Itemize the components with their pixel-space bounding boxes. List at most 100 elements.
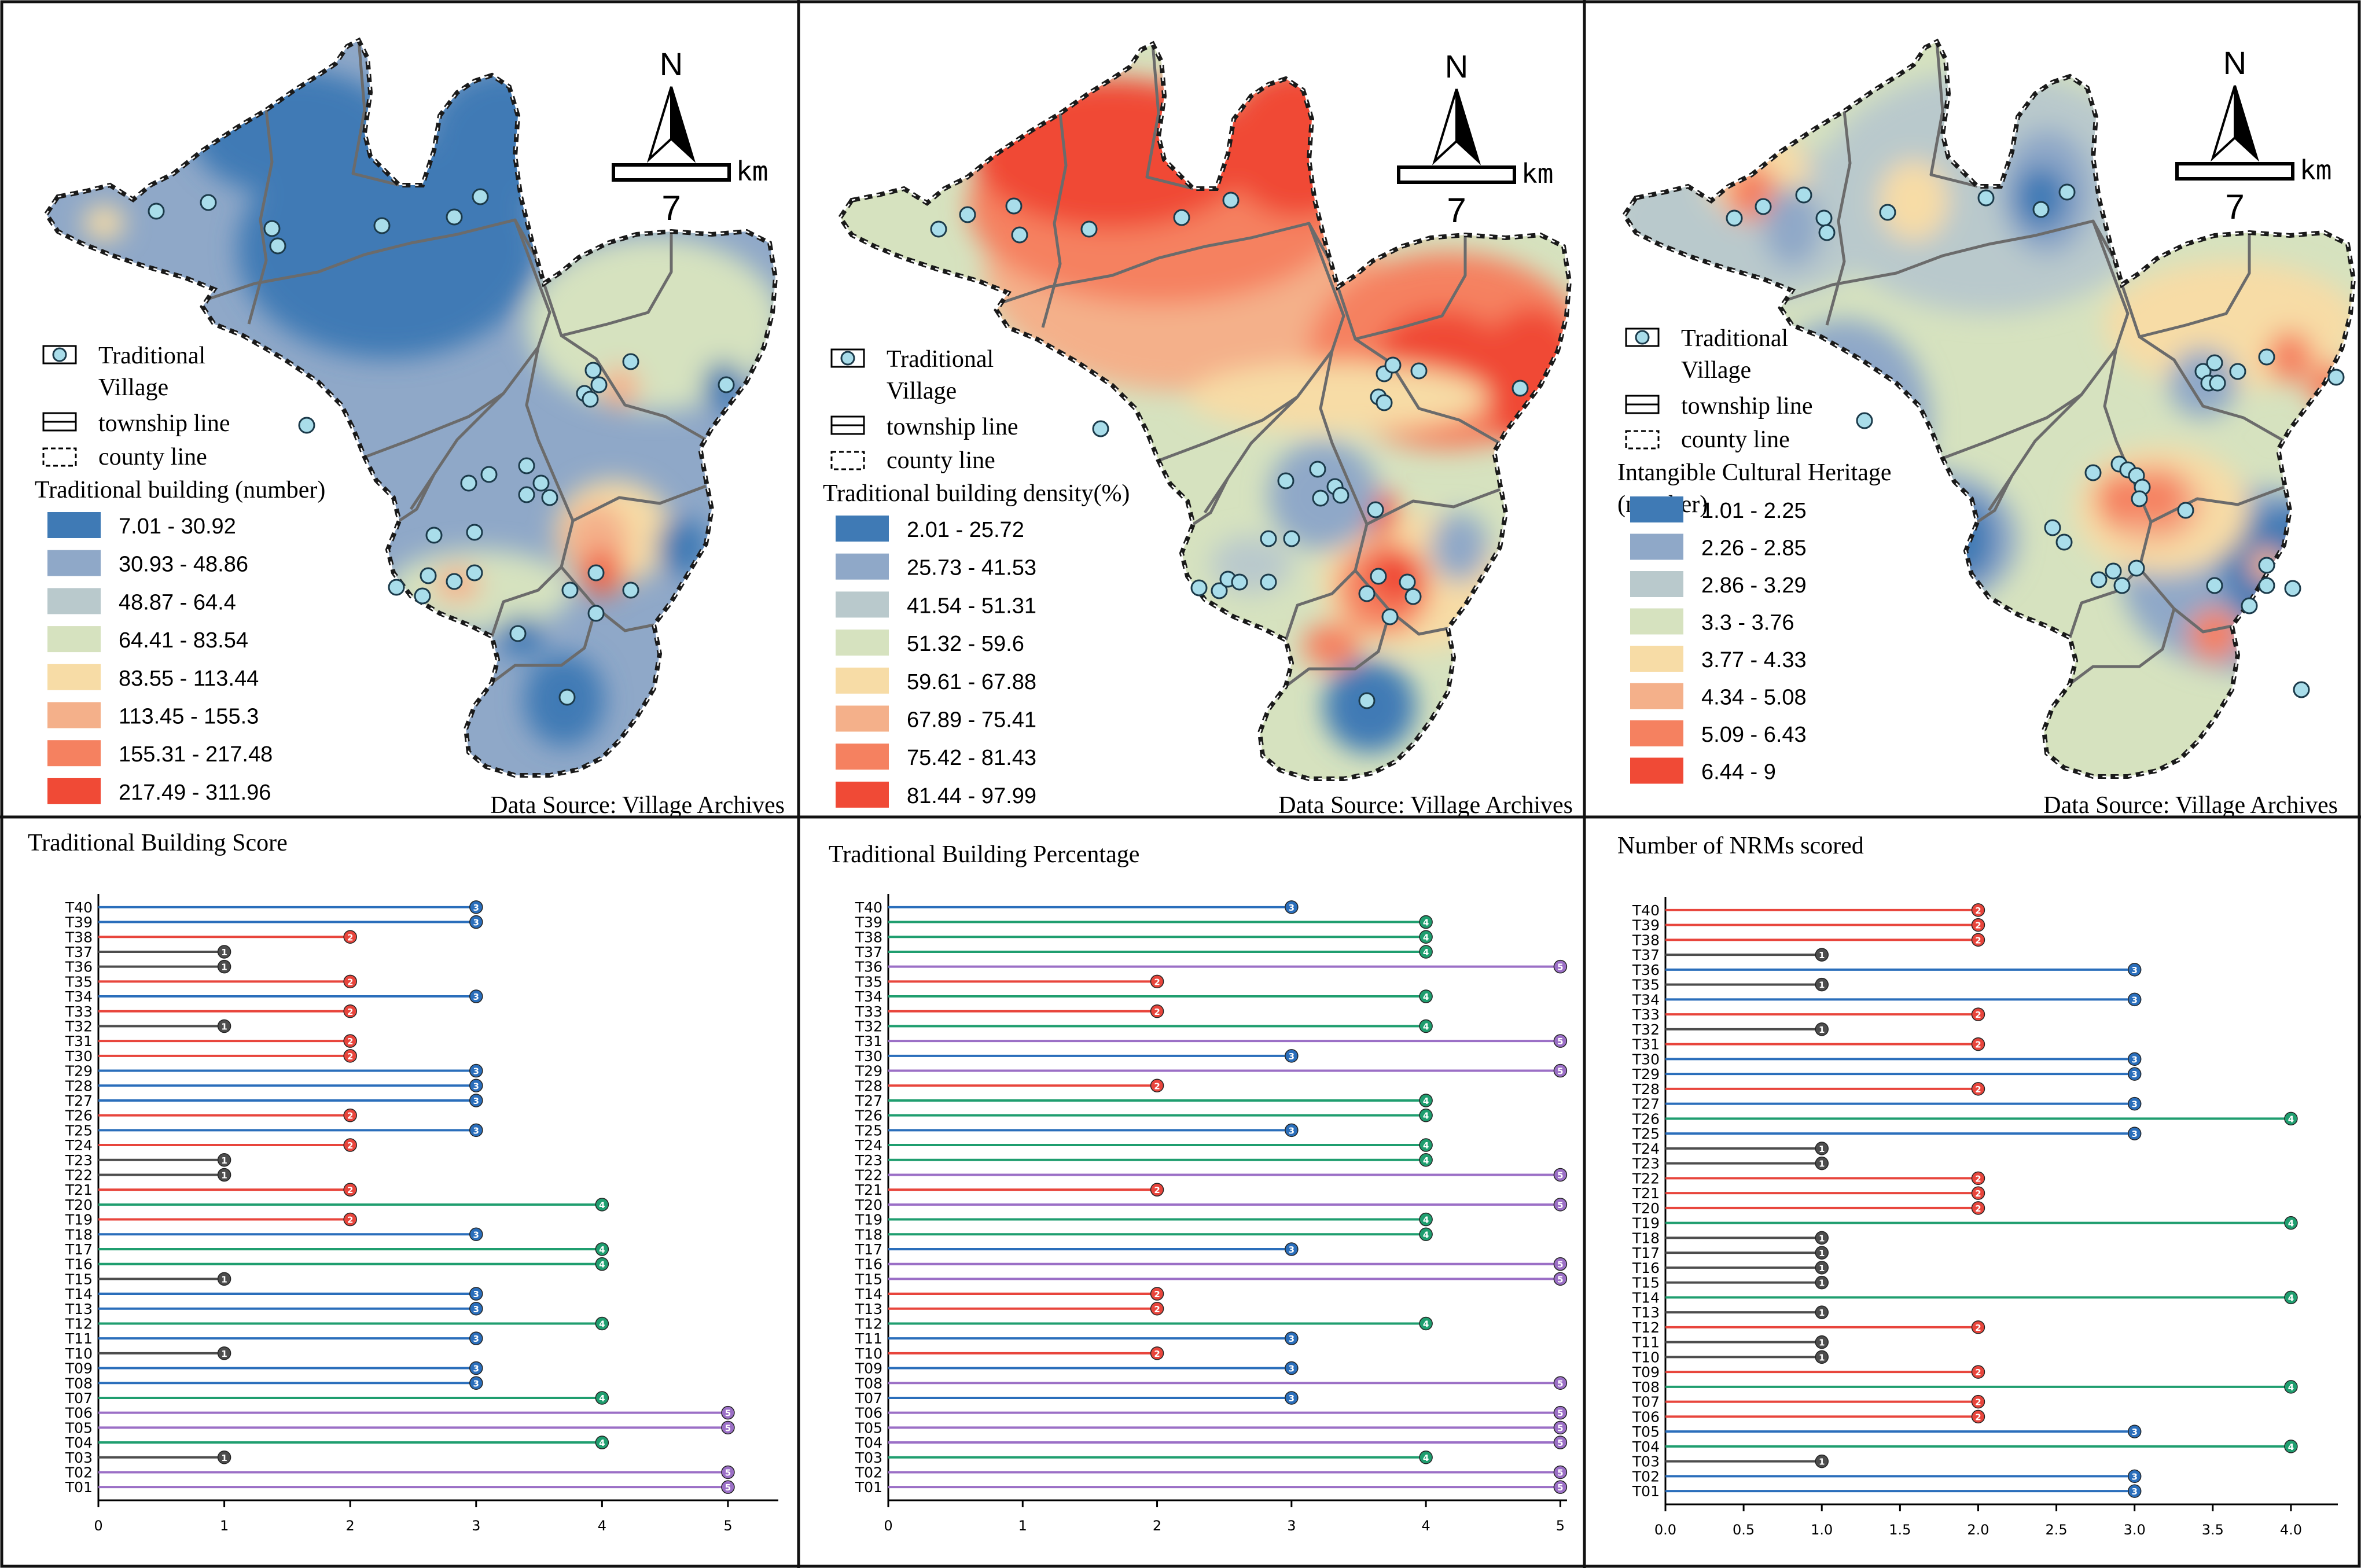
lollipop-value-label: 2 [1154,1081,1160,1091]
chart-title: Traditional Building Percentage [829,841,1139,868]
legend-class-label: 75.42 - 81.43 [907,746,1036,770]
category-label: T25 [65,1122,93,1139]
lollipop-value-label: 1 [221,1021,227,1032]
lollipop-head [1419,1212,1433,1227]
category-label: T30 [855,1048,882,1065]
township-line [560,334,707,441]
legend-class-label: 67.89 - 75.41 [907,708,1036,733]
village-marker [1092,420,1109,437]
category-label: T31 [65,1033,93,1050]
lollipop-head [1553,1272,1568,1286]
legend-class-swatch [47,778,101,804]
map-panel-traditional-building-density: Nkm 7 Traditional Village township line count… [823,41,1573,819]
lollipop-head [1971,918,1985,932]
village-marker [1011,226,1028,244]
category-label: T40 [1632,902,1660,919]
lollipop-value-label: 4 [1423,932,1429,943]
legend-class-swatch [836,553,889,580]
township-lines [202,41,707,684]
scale-unit: km [1521,158,1553,189]
category-label: T26 [1632,1110,1660,1127]
village-marker [509,625,527,642]
category-label: T17 [65,1241,93,1258]
legend-township-label: township line [98,410,230,437]
township-line [1354,337,1501,445]
lollipop-head [721,1480,735,1494]
category-label: T33 [65,1003,93,1020]
scale-value: 7 [2225,187,2244,226]
village-marker [1376,394,1393,411]
village-marker [1312,489,1329,507]
village-marker [2128,560,2145,577]
lollipop-head [1815,1022,1829,1036]
x-tick-label: 1.5 [1889,1522,1911,1538]
lollipop-value-label: 5 [1557,1438,1563,1448]
surface-zone [1879,160,1948,241]
lollipop-head [469,1287,483,1301]
category-label: T18 [855,1226,882,1243]
lollipop-head [343,974,357,989]
category-label: T06 [65,1405,93,1422]
lollipop-head [343,1034,357,1048]
x-tick-label: 0.5 [1733,1522,1755,1538]
lollipop-value-label: 1 [1819,1457,1825,1467]
legend-class-swatch [47,588,101,614]
village-marker [2058,183,2076,201]
x-tick-label: 4.0 [2280,1522,2302,1538]
township-line [490,566,562,637]
surface-zone [1303,623,1361,669]
category-label: T03 [65,1449,93,1466]
village-marker [1367,501,1384,518]
category-label: T37 [1632,947,1660,963]
surface-zone [2267,331,2313,383]
village-marker [460,474,477,492]
scale-unit: km [2300,154,2331,186]
lollipop-value-label: 4 [1423,1021,1429,1032]
legend-class-swatch [47,512,101,538]
lollipop-value-label: 3 [1289,1245,1294,1255]
lollipop-head [721,1405,735,1420]
village-marker [622,353,639,370]
category-label: T13 [855,1301,882,1317]
village-marker [541,489,558,506]
lollipop-value-label: 4 [2288,1114,2294,1124]
category-label: T37 [855,944,882,960]
village-marker [718,376,735,393]
category-label: T16 [855,1256,882,1273]
category-label: T21 [65,1181,93,1198]
lollipop-head [217,1451,231,1464]
category-label: T08 [65,1375,93,1392]
village-marker [1173,209,1190,226]
legend-class-swatch [47,702,101,728]
lollipop-value-label: 1 [1819,1248,1825,1258]
category-label: T28 [65,1077,93,1094]
lollipop-value-label: 2 [1975,1010,1981,1020]
village-marker [2177,502,2194,519]
legend-village-line2: Village [98,374,168,401]
lollipop-head [2127,992,2142,1007]
lollipop-value-label: 2 [1975,1203,1981,1214]
village-marker [2113,577,2131,594]
lollipop-value-label: 4 [1423,1215,1429,1225]
lollipop-head [343,1049,357,1063]
village-marker [1277,472,1294,489]
lollipop-value-label: 2 [1975,1173,1981,1184]
chart-traditional-building-score: Traditional Building Score 0 1 2 3 4 5 T40 3 T39 3… [28,830,778,1534]
lollipop-head [1553,959,1568,974]
category-label: T10 [855,1345,882,1362]
lollipop-head [1553,1063,1568,1078]
category-label: T17 [855,1241,882,1258]
village-marker [518,457,535,474]
lollipop-head [1419,1094,1433,1107]
lollipop-value-label: 2 [1975,906,1981,916]
village-marker [2293,681,2310,698]
village-marker [1260,573,1277,591]
village-marker [1358,585,1376,602]
village-marker [373,217,391,234]
legend-village-line1: Traditional [1681,325,1788,352]
lollipop-head [343,930,357,944]
lollipop-value-label: 4 [599,1438,605,1448]
village-marker [1381,608,1399,625]
lollipop-head [1971,1365,1985,1379]
lollipop-head [2127,1052,2142,1066]
